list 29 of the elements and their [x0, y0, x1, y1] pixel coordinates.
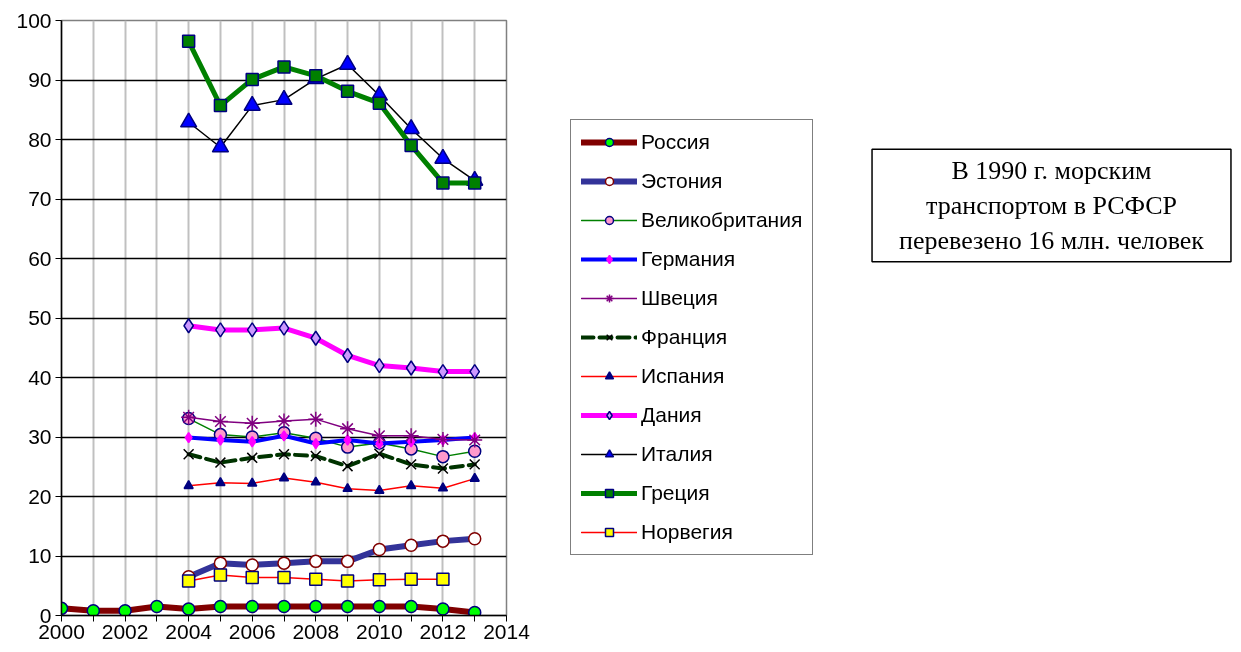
y-tick-label: 40 [28, 365, 52, 389]
y-tick-label: 20 [28, 484, 52, 508]
y-tick-label: 30 [28, 425, 52, 448]
legend-label: Испания [641, 364, 725, 388]
x-tick-label: 2004 [165, 619, 213, 643]
y-tick-label: 90 [28, 68, 52, 91]
legend-label: Россия [641, 130, 710, 154]
y-tick-label: 50 [28, 306, 52, 329]
legend-label: Греция [641, 481, 710, 505]
legend-label: Эстония [641, 169, 723, 193]
x-tick-label: 2002 [101, 619, 149, 643]
legend-label: Франция [641, 325, 728, 349]
x-tick-label: 2014 [483, 619, 531, 643]
text: В 1990 г. морским транспортом в РСФСР перевезено 16 млн. человек [899, 156, 1205, 255]
y-tick-label: 80 [28, 127, 52, 151]
x-tick-label: 2010 [356, 619, 403, 643]
legend-label: Дания [641, 403, 702, 427]
legend-label: Швеция [641, 286, 718, 310]
legend-label: Германия [641, 247, 736, 271]
x-tick-label: 2012 [419, 619, 467, 643]
y-tick-label: 70 [28, 187, 52, 210]
legend-label: Норвегия [641, 520, 733, 544]
x-tick-label: 2008 [292, 619, 340, 643]
y-tick-label: 100 [16, 8, 52, 32]
x-tick-label: 2006 [228, 619, 276, 643]
y-tick-label: 10 [28, 544, 52, 567]
legend-label: Великобритания [641, 208, 803, 232]
legend-label: Италия [641, 442, 713, 466]
y-tick-label: 60 [28, 246, 52, 270]
